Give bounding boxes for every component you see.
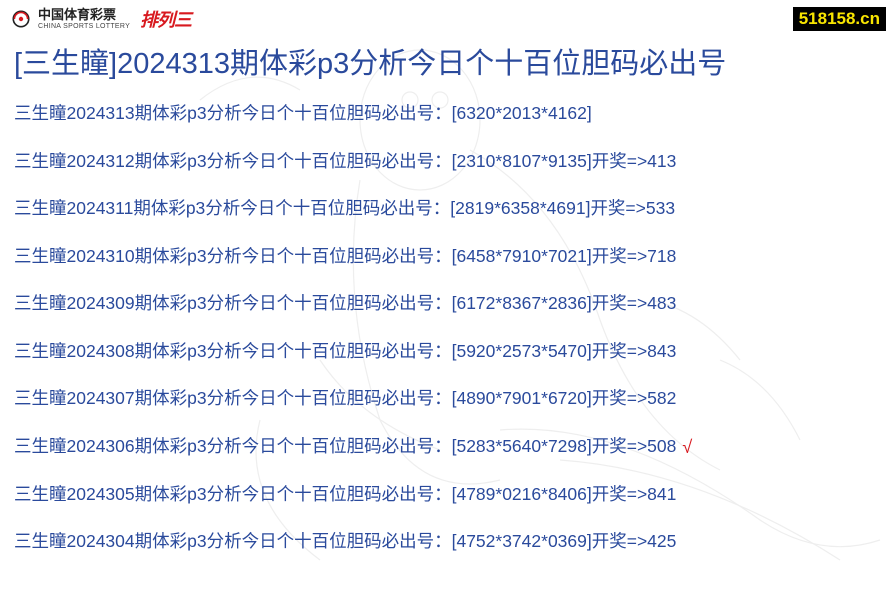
record-prefix: 三生瞳2024306期体彩p3分析今日个十百位胆码必出号： xyxy=(14,438,452,456)
record-codes: [2819*6358*4691] xyxy=(450,200,590,218)
record-prefix: 三生瞳2024307期体彩p3分析今日个十百位胆码必出号： xyxy=(14,390,452,408)
record-prefix: 三生瞳2024308期体彩p3分析今日个十百位胆码必出号： xyxy=(14,343,452,361)
record-codes: [5920*2573*5470] xyxy=(452,343,592,361)
record-prefix: 三生瞳2024304期体彩p3分析今日个十百位胆码必出号： xyxy=(14,533,452,551)
record-result: 开奖=>413 xyxy=(592,153,677,171)
record-codes: [6458*7910*7021] xyxy=(452,248,592,266)
record-codes: [4890*7901*6720] xyxy=(452,390,592,408)
record-codes: [4789*0216*8406] xyxy=(452,486,592,504)
record-result: 开奖=>582 xyxy=(592,390,677,408)
record-row: 三生瞳2024310期体彩p3分析今日个十百位胆码必出号：[6458*7910*… xyxy=(14,233,882,281)
record-codes: [6172*8367*2836] xyxy=(452,295,592,313)
record-codes: [5283*5640*7298] xyxy=(452,438,592,456)
record-prefix: 三生瞳2024312期体彩p3分析今日个十百位胆码必出号： xyxy=(14,153,452,171)
record-row: 三生瞳2024311期体彩p3分析今日个十百位胆码必出号：[2819*6358*… xyxy=(14,185,882,233)
header: 中国体育彩票 CHINA SPORTS LOTTERY 排列三 518158.c… xyxy=(0,0,896,34)
logo-text-cn: 中国体育彩票 xyxy=(38,8,130,21)
record-result: 开奖=>533 xyxy=(590,200,675,218)
page-title: [三生瞳]2024313期体彩p3分析今日个十百位胆码必出号 xyxy=(14,40,882,82)
record-prefix: 三生瞳2024310期体彩p3分析今日个十百位胆码必出号： xyxy=(14,248,452,266)
logo-text-en: CHINA SPORTS LOTTERY xyxy=(38,23,130,30)
record-row: 三生瞳2024312期体彩p3分析今日个十百位胆码必出号：[2310*8107*… xyxy=(14,138,882,186)
record-result: 开奖=>841 xyxy=(592,486,677,504)
records-list: 三生瞳2024313期体彩p3分析今日个十百位胆码必出号：[6320*2013*… xyxy=(0,90,896,566)
brand-name: 排列三 xyxy=(140,6,191,32)
record-result: 开奖=>843 xyxy=(592,343,677,361)
record-codes: [2310*8107*9135] xyxy=(452,153,592,171)
record-result: 开奖=>718 xyxy=(592,248,677,266)
record-prefix: 三生瞳2024311期体彩p3分析今日个十百位胆码必出号： xyxy=(14,200,450,218)
record-result: 开奖=>508 xyxy=(592,438,677,456)
record-row: 三生瞳2024309期体彩p3分析今日个十百位胆码必出号：[6172*8367*… xyxy=(14,280,882,328)
record-codes: [6320*2013*4162] xyxy=(452,105,592,123)
record-prefix: 三生瞳2024305期体彩p3分析今日个十百位胆码必出号： xyxy=(14,486,452,504)
logo-block: 中国体育彩票 CHINA SPORTS LOTTERY 排列三 xyxy=(10,6,191,32)
record-row: 三生瞳2024305期体彩p3分析今日个十百位胆码必出号：[4789*0216*… xyxy=(14,471,882,519)
record-row: 三生瞳2024306期体彩p3分析今日个十百位胆码必出号：[5283*5640*… xyxy=(14,423,882,471)
record-prefix: 三生瞳2024313期体彩p3分析今日个十百位胆码必出号： xyxy=(14,105,452,123)
record-row: 三生瞳2024313期体彩p3分析今日个十百位胆码必出号：[6320*2013*… xyxy=(14,90,882,138)
title-row: [三生瞳]2024313期体彩p3分析今日个十百位胆码必出号 xyxy=(0,34,896,90)
watermark-badge: 518158.cn xyxy=(793,7,886,31)
record-row: 三生瞳2024304期体彩p3分析今日个十百位胆码必出号：[4752*3742*… xyxy=(14,518,882,566)
record-result: 开奖=>483 xyxy=(592,295,677,313)
hit-checkmark-icon: √ xyxy=(682,438,692,456)
record-row: 三生瞳2024308期体彩p3分析今日个十百位胆码必出号：[5920*2573*… xyxy=(14,328,882,376)
record-prefix: 三生瞳2024309期体彩p3分析今日个十百位胆码必出号： xyxy=(14,295,452,313)
record-result: 开奖=>425 xyxy=(592,533,677,551)
lottery-logo-icon xyxy=(10,8,32,30)
record-codes: [4752*3742*0369] xyxy=(452,533,592,551)
record-row: 三生瞳2024307期体彩p3分析今日个十百位胆码必出号：[4890*7901*… xyxy=(14,375,882,423)
logo-text: 中国体育彩票 CHINA SPORTS LOTTERY xyxy=(38,8,130,30)
